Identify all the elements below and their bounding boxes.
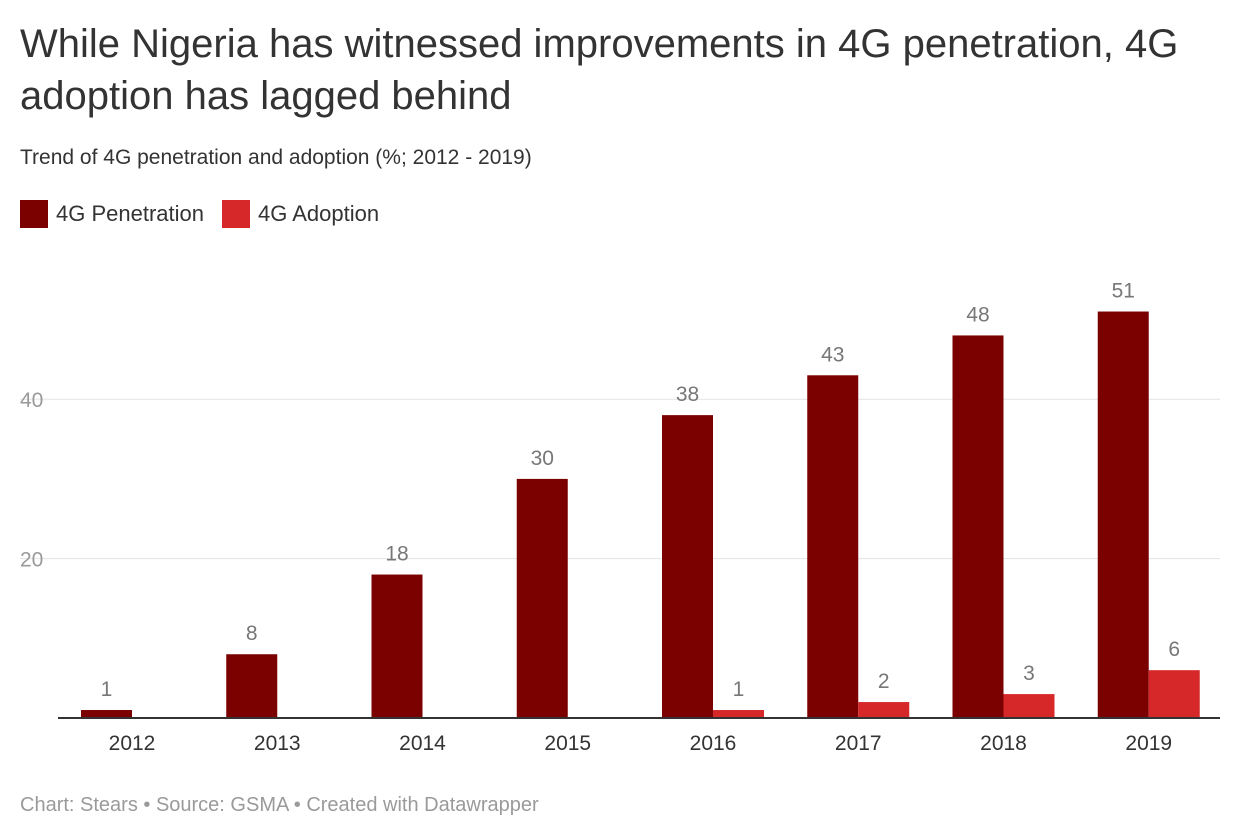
chart-title: While Nigeria has witnessed improvements…	[20, 22, 1179, 118]
value-label-penetration-2012: 1	[101, 678, 113, 701]
x-tick-label-2015: 2015	[544, 732, 591, 755]
y-tick-label-40: 40	[20, 389, 43, 412]
x-tick-label-2017: 2017	[835, 732, 882, 755]
value-label-penetration-2019: 51	[1112, 280, 1135, 303]
bar-adoption-2018	[1003, 694, 1055, 718]
value-label-penetration-2018: 48	[966, 303, 989, 326]
x-tick-label-2019: 2019	[1125, 732, 1172, 755]
bar-penetration-2015	[516, 478, 568, 718]
legend-swatch-adoption	[221, 200, 250, 228]
legend-item-adoption: 4G Adoption	[221, 200, 380, 228]
value-label-penetration-2013: 8	[246, 622, 258, 645]
bar-penetration-2017	[807, 375, 859, 718]
value-label-penetration-2015: 30	[531, 447, 554, 470]
value-label-penetration-2017: 43	[821, 343, 844, 366]
bar-penetration-2012	[81, 710, 132, 718]
value-label-penetration-2014: 18	[385, 543, 408, 566]
bar-penetration-2018	[952, 335, 1004, 718]
x-tick-label-2012: 2012	[109, 732, 156, 755]
bar-adoption-2016	[713, 710, 764, 718]
x-tick-label-2014: 2014	[399, 732, 446, 755]
x-tick-label-2013: 2013	[254, 732, 301, 755]
value-label-adoption-2017: 2	[878, 670, 890, 693]
bar-penetration-2016	[662, 415, 713, 718]
value-label-adoption-2019: 6	[1168, 638, 1180, 661]
chart-footer: Chart: Stears • Source: GSMA • Created w…	[20, 794, 539, 816]
y-tick-label-20: 20	[20, 549, 43, 572]
legend-swatch-penetration	[20, 200, 48, 228]
x-tick-label-2018: 2018	[980, 732, 1027, 755]
value-label-adoption-2016: 1	[733, 678, 745, 701]
legend-item-penetration: 4G Penetration	[20, 200, 204, 228]
legend-label-adoption: 4G Adoption	[257, 201, 380, 226]
x-tick-label-2016: 2016	[690, 732, 737, 755]
legend-label-penetration: 4G Penetration	[56, 201, 204, 226]
chart-subtitle: Trend of 4G penetration and adoption (%;…	[20, 146, 532, 169]
bar-penetration-2019	[1097, 311, 1149, 718]
value-label-adoption-2018: 3	[1023, 662, 1035, 685]
value-label-penetration-2016: 38	[676, 383, 699, 406]
bar-penetration-2014	[371, 574, 423, 718]
bar-adoption-2019	[1148, 670, 1200, 718]
bar-penetration-2013	[226, 654, 278, 718]
bar-adoption-2017	[858, 702, 910, 718]
legend: 4G Penetration 4G Adoption	[20, 200, 397, 228]
